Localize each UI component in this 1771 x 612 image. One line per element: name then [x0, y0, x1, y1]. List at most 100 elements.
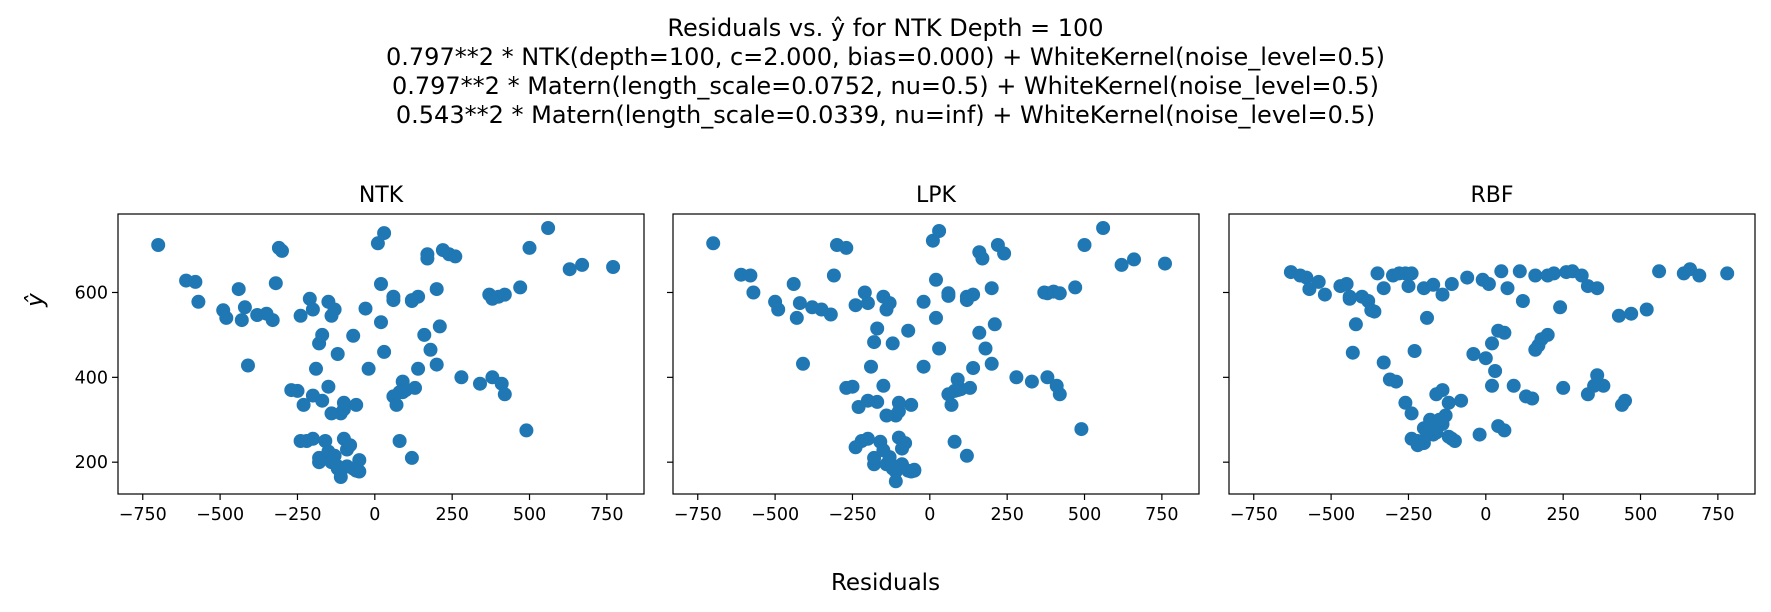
data-point	[1590, 368, 1605, 383]
data-point	[1382, 372, 1397, 387]
data-point	[361, 361, 376, 376]
x-tick-label: 750	[590, 505, 623, 525]
data-point	[454, 370, 469, 385]
data-point	[374, 277, 388, 291]
data-point	[1497, 423, 1512, 438]
data-point	[541, 221, 556, 235]
data-point	[151, 238, 166, 252]
data-point	[315, 327, 330, 342]
data-point	[1420, 310, 1434, 325]
data-point	[743, 268, 758, 283]
data-point	[975, 251, 990, 266]
data-point	[1472, 427, 1487, 442]
data-point	[404, 450, 419, 465]
y-axis-label: ŷ	[23, 293, 49, 308]
data-point	[352, 453, 367, 468]
figure-title: Residuals vs. ŷ for NTK Depth = 100 0.79…	[0, 14, 1771, 130]
data-point	[1311, 274, 1326, 289]
data-point	[1485, 378, 1499, 393]
data-point	[237, 300, 252, 315]
data-point	[929, 272, 943, 287]
x-tick-label: −250	[828, 505, 876, 525]
data-point	[929, 310, 943, 325]
data-point	[885, 458, 900, 473]
data-point	[1420, 425, 1434, 440]
data-point	[901, 323, 916, 338]
data-point	[888, 474, 903, 489]
title-line-2: 0.797**2 * NTK(depth=100, c=2.000, bias=…	[386, 43, 1385, 71]
data-point	[429, 357, 444, 372]
data-point	[1317, 287, 1332, 302]
data-point	[786, 277, 801, 291]
data-point	[330, 347, 345, 361]
x-tick-label: 250	[435, 505, 468, 525]
data-point	[867, 450, 882, 465]
panel-rbf: RBF −750 −500 −250 0 250 500 750	[1223, 183, 1756, 525]
x-tick-label: 0	[369, 505, 380, 525]
data-point	[916, 359, 931, 374]
data-point	[891, 395, 906, 410]
data-point	[941, 286, 956, 301]
data-point	[386, 289, 401, 304]
data-point	[234, 313, 249, 328]
data-point	[1460, 270, 1475, 285]
data-point	[857, 285, 872, 300]
data-point	[1624, 306, 1639, 321]
data-point	[972, 325, 987, 340]
data-point	[1528, 268, 1543, 283]
data-point	[606, 260, 621, 274]
data-point	[327, 302, 342, 317]
data-point	[513, 280, 528, 295]
data-point	[333, 470, 348, 484]
data-point	[904, 397, 919, 412]
plot-frame	[1228, 213, 1756, 495]
data-point	[374, 315, 388, 330]
data-point	[284, 383, 299, 398]
x-tick-label: −250	[1384, 505, 1432, 525]
title-line-3: 0.797**2 * Matern(length_scale=0.0752, n…	[391, 72, 1380, 100]
data-point	[265, 313, 280, 328]
data-point	[959, 293, 974, 308]
data-point	[848, 440, 863, 455]
data-point	[1024, 374, 1039, 389]
data-point	[377, 344, 392, 359]
plot-frame	[672, 213, 1200, 495]
data-point	[1052, 286, 1067, 301]
data-point	[268, 276, 283, 291]
data-point	[349, 463, 364, 478]
data-point	[336, 395, 351, 410]
data-point	[950, 372, 965, 387]
data-point	[275, 243, 289, 258]
data-point	[417, 327, 432, 342]
data-point	[1488, 364, 1503, 378]
data-point	[389, 397, 404, 412]
x-tick-label: −250	[273, 505, 321, 525]
data-point	[1506, 378, 1521, 393]
data-point	[1587, 378, 1602, 393]
panel-lpk: LPK −750 −500 −250 0 250 500 750	[667, 183, 1200, 525]
data-point	[219, 310, 234, 325]
data-point	[1590, 281, 1605, 296]
x-tick-label: 500	[513, 505, 546, 525]
data-point	[987, 317, 1002, 332]
data-point	[1074, 422, 1089, 437]
data-point	[1692, 268, 1707, 283]
data-point	[321, 379, 336, 394]
data-point	[1158, 256, 1172, 271]
data-point	[519, 423, 534, 438]
data-point	[898, 436, 913, 451]
data-point	[1478, 351, 1493, 366]
data-point	[293, 434, 308, 448]
x-tick-label: 500	[1068, 505, 1101, 525]
data-point	[1299, 270, 1314, 285]
data-point	[392, 434, 407, 448]
data-point	[1500, 281, 1515, 296]
data-point	[497, 387, 512, 402]
data-point	[997, 246, 1012, 261]
data-point	[706, 236, 721, 251]
data-point	[1652, 264, 1667, 279]
data-point	[423, 342, 438, 357]
data-point	[318, 434, 333, 448]
data-point	[1491, 323, 1506, 338]
